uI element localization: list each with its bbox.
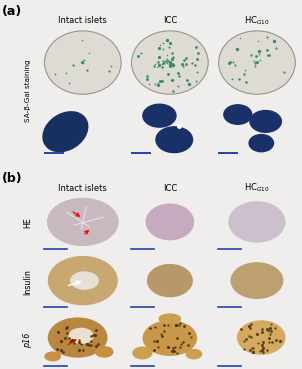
Ellipse shape [231, 263, 283, 298]
Ellipse shape [148, 265, 192, 297]
Ellipse shape [156, 127, 192, 152]
Ellipse shape [250, 111, 281, 132]
Text: HC$_{G10}$: HC$_{G10}$ [244, 14, 270, 27]
Ellipse shape [48, 318, 107, 357]
Ellipse shape [143, 321, 197, 355]
Circle shape [132, 31, 208, 94]
Ellipse shape [249, 135, 274, 152]
Text: Intact islets: Intact islets [58, 16, 107, 25]
Ellipse shape [146, 204, 194, 239]
Text: HE: HE [24, 218, 32, 228]
Ellipse shape [186, 349, 202, 359]
Text: ICC: ICC [163, 184, 177, 193]
Ellipse shape [133, 347, 152, 359]
Text: ICC: ICC [163, 16, 177, 25]
Ellipse shape [45, 352, 60, 361]
Text: (a): (a) [2, 5, 23, 18]
Circle shape [219, 31, 295, 94]
Text: p16: p16 [24, 333, 32, 348]
Circle shape [44, 31, 121, 94]
Ellipse shape [71, 272, 98, 289]
Ellipse shape [48, 199, 118, 245]
Ellipse shape [143, 104, 176, 127]
Ellipse shape [229, 202, 285, 242]
Text: SA-β-Gal staining: SA-β-Gal staining [25, 60, 31, 123]
Ellipse shape [96, 347, 113, 357]
Text: (b): (b) [2, 172, 23, 185]
Ellipse shape [224, 105, 252, 124]
Ellipse shape [48, 256, 117, 305]
Text: Insulin: Insulin [24, 269, 32, 295]
Text: Intact islets: Intact islets [58, 184, 107, 193]
Ellipse shape [238, 321, 285, 354]
Ellipse shape [43, 112, 88, 152]
Ellipse shape [69, 328, 93, 343]
Text: HC$_{G10}$: HC$_{G10}$ [244, 182, 270, 194]
Ellipse shape [159, 314, 181, 323]
